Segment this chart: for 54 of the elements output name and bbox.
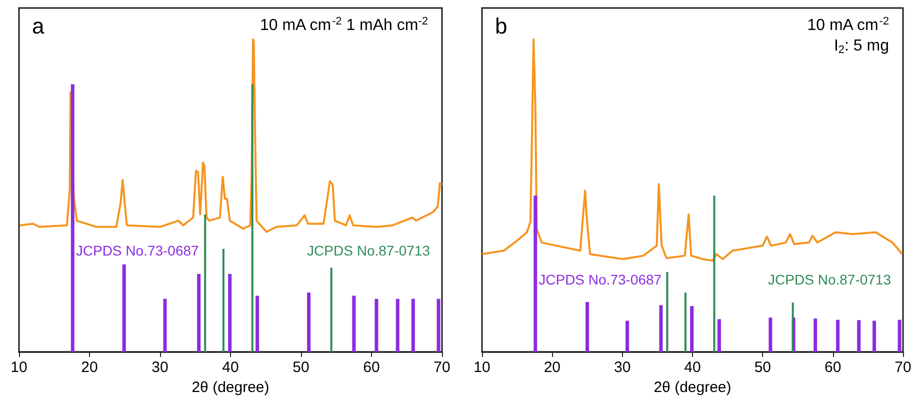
bar	[122, 264, 126, 352]
bar	[197, 274, 201, 352]
bar	[374, 298, 378, 352]
series-label: JCPDS No.87-0713	[307, 242, 430, 259]
bar	[684, 292, 686, 352]
x-tick-label: 30	[614, 359, 631, 376]
bar	[436, 298, 440, 352]
bar	[70, 84, 74, 352]
bar	[872, 320, 876, 352]
bar	[626, 320, 630, 352]
x-axis-title: 2θ (degree)	[654, 379, 732, 396]
x-tick-label: 40	[222, 359, 239, 376]
series-label: JCPDS No.73-0687	[76, 242, 200, 259]
bar	[534, 196, 538, 352]
bar	[713, 196, 716, 352]
bar	[836, 320, 840, 352]
x-tick-label: 20	[81, 359, 98, 376]
text: JCPDS No.87-0713	[768, 271, 892, 288]
x-tick-label: 60	[363, 359, 380, 376]
bar	[163, 298, 167, 352]
chart-title: a	[32, 14, 45, 38]
bar	[768, 318, 772, 352]
bar	[396, 298, 400, 352]
bar	[307, 292, 311, 352]
x-tick-label: 70	[894, 359, 912, 376]
bar	[857, 320, 861, 352]
bar	[666, 272, 668, 352]
bar	[251, 84, 254, 352]
bar	[717, 319, 721, 352]
series-label: JCPDS No.73-0687	[538, 271, 662, 288]
bar	[228, 274, 232, 352]
bar	[792, 302, 794, 352]
bar	[222, 248, 224, 352]
x-tick-label: 40	[684, 359, 701, 376]
bar	[690, 306, 694, 352]
x-tick-label: 70	[434, 359, 450, 376]
x-tick-label: 10	[10, 359, 28, 376]
x-tick-label: 20	[544, 359, 561, 376]
bar	[204, 214, 206, 352]
bar	[898, 320, 902, 352]
bar	[330, 268, 332, 352]
chart-title: b	[495, 14, 508, 38]
bar	[411, 298, 415, 352]
x-tick-label: 30	[152, 359, 168, 376]
x-axis-title: 2θ (degree)	[192, 379, 270, 396]
x-tick-label: 50	[754, 359, 772, 376]
x-tick-label: 10	[474, 359, 490, 376]
bar	[659, 305, 663, 352]
x-tick-label: 50	[292, 359, 310, 376]
bar	[586, 302, 590, 352]
x-tick-label: 60	[824, 359, 842, 376]
bar	[352, 296, 356, 352]
bar	[256, 296, 260, 352]
bar	[814, 318, 818, 352]
